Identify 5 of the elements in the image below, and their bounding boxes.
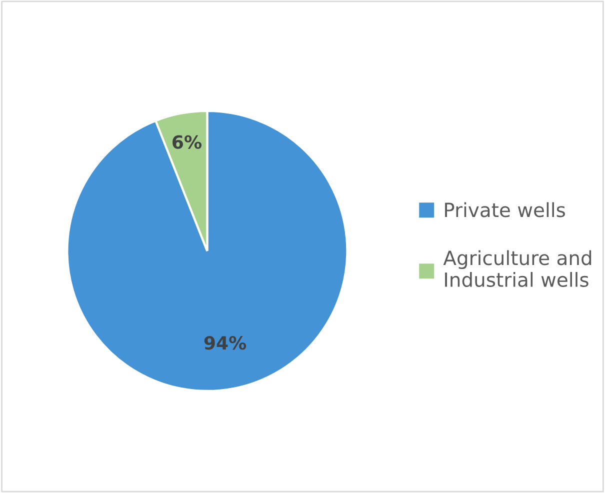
pie-slice bbox=[66, 110, 348, 392]
data-label: 94% bbox=[204, 336, 246, 350]
data-label: 6% bbox=[172, 135, 202, 149]
legend-label: Private wells bbox=[445, 202, 565, 218]
legend-label: Agriculture and Industrial wells bbox=[443, 250, 592, 288]
